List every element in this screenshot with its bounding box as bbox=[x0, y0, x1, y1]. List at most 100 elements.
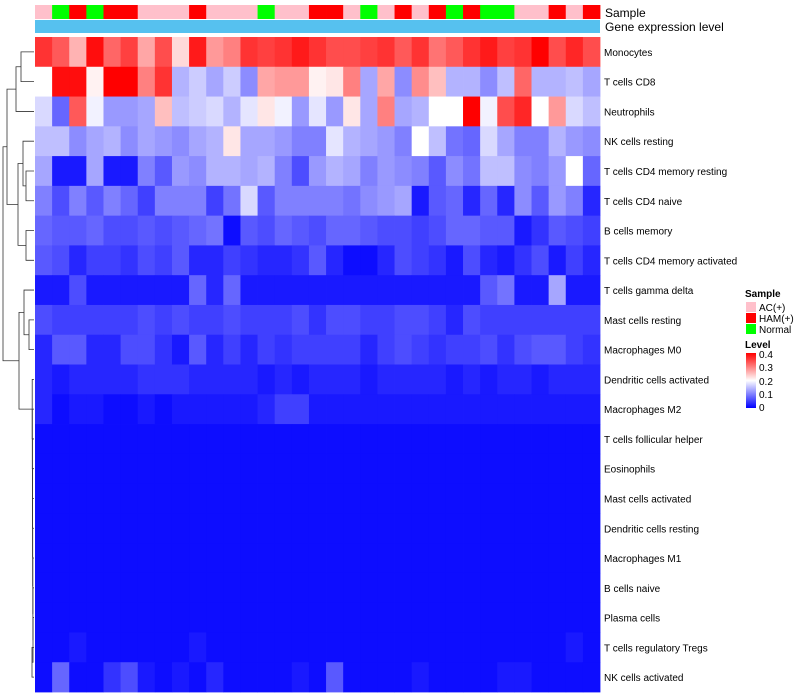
heatmap-cell bbox=[531, 662, 550, 693]
heatmap-cell bbox=[480, 66, 498, 97]
heatmap-cell bbox=[103, 245, 121, 276]
heatmap-cell bbox=[223, 215, 241, 246]
heatmap-cell bbox=[52, 245, 70, 276]
heatmap-cell bbox=[326, 394, 344, 425]
heatmap-cell bbox=[223, 513, 241, 544]
heatmap-cell bbox=[171, 483, 190, 514]
heatmap-cell bbox=[326, 66, 344, 97]
heatmap-cell bbox=[189, 126, 207, 157]
heatmap-cell bbox=[171, 394, 190, 425]
heatmap-cell bbox=[565, 364, 584, 395]
heatmap-cell bbox=[86, 662, 104, 693]
row-label: B cells memory bbox=[604, 227, 672, 238]
sample-annotation-label: Sample bbox=[605, 6, 646, 20]
heatmap-cell bbox=[69, 215, 87, 246]
heatmap-cell bbox=[69, 453, 87, 484]
heatmap-cell bbox=[223, 275, 241, 306]
heatmap-cell bbox=[223, 126, 241, 157]
heatmap-cell bbox=[154, 632, 173, 663]
heatmap-cell bbox=[480, 662, 498, 693]
legend-swatch-normal bbox=[746, 324, 756, 334]
heatmap-cell bbox=[463, 572, 481, 604]
heatmap-cell bbox=[206, 37, 224, 68]
heatmap-cell bbox=[206, 572, 224, 604]
heatmap-cell bbox=[326, 662, 344, 693]
heatmap-cell bbox=[291, 394, 310, 425]
heatmap-cell bbox=[86, 66, 104, 97]
heatmap-cell bbox=[240, 424, 258, 455]
heatmap-cell bbox=[514, 37, 532, 68]
heatmap-cell bbox=[497, 275, 515, 306]
heatmap-cell bbox=[360, 662, 378, 693]
heatmap-cell bbox=[582, 96, 601, 127]
dendrogram-branch bbox=[18, 311, 33, 410]
heatmap-cell bbox=[257, 334, 276, 365]
heatmap-cell bbox=[582, 215, 601, 246]
heatmap-cell bbox=[463, 334, 481, 365]
heatmap-cell bbox=[103, 513, 121, 544]
heatmap-cell bbox=[548, 543, 567, 574]
heatmap-cell bbox=[565, 126, 584, 157]
heatmap-cell bbox=[428, 394, 447, 425]
legend-label-ac: AC(+) bbox=[759, 303, 785, 314]
heatmap-cell bbox=[206, 632, 224, 663]
heatmap-cell bbox=[308, 513, 327, 544]
heatmap-cell bbox=[326, 245, 344, 276]
heatmap-cell bbox=[497, 66, 515, 97]
heatmap-cell bbox=[480, 304, 498, 336]
heatmap-cell bbox=[411, 126, 430, 157]
heatmap-cell bbox=[480, 364, 498, 395]
heatmap-cell bbox=[223, 245, 241, 276]
heatmap-cell bbox=[445, 453, 464, 484]
heatmap-cell bbox=[274, 453, 293, 484]
heatmap-cell bbox=[35, 572, 53, 604]
heatmap-cell bbox=[103, 364, 121, 395]
heatmap-cell bbox=[480, 483, 498, 514]
heatmap-cell bbox=[308, 364, 327, 395]
heatmap-cell bbox=[274, 304, 293, 336]
heatmap-cell bbox=[171, 126, 190, 157]
heatmap-cell bbox=[565, 453, 584, 484]
level-tick-label: 0.3 bbox=[759, 363, 773, 374]
row-label: Plasma cells bbox=[604, 614, 660, 625]
heatmap-cell bbox=[343, 424, 361, 455]
heatmap-cell bbox=[548, 66, 567, 97]
heatmap-cell bbox=[274, 215, 293, 246]
heatmap-cell bbox=[377, 572, 395, 604]
heatmap-cell bbox=[497, 364, 515, 395]
heatmap-cell bbox=[291, 662, 310, 693]
heatmap-cell bbox=[274, 513, 293, 544]
heatmap-cell bbox=[514, 245, 532, 276]
heatmap-cell bbox=[394, 602, 413, 633]
heatmap-cell bbox=[291, 215, 310, 246]
heatmap-cell bbox=[240, 334, 258, 365]
heatmap-cell bbox=[497, 96, 515, 127]
heatmap-cell bbox=[343, 334, 361, 365]
heatmap-cell bbox=[463, 96, 481, 127]
heatmap-cell bbox=[308, 275, 327, 306]
sample-annotation-cell bbox=[189, 5, 207, 19]
sample-annotation-cell bbox=[35, 5, 53, 19]
heatmap-cell bbox=[565, 334, 584, 365]
heatmap-cell bbox=[497, 662, 515, 693]
sample-annotation-cell bbox=[480, 5, 498, 19]
heatmap-cell bbox=[445, 572, 464, 604]
heatmap-cell bbox=[377, 334, 395, 365]
heatmap-cell bbox=[565, 275, 584, 306]
heatmap-cell bbox=[206, 185, 224, 217]
heatmap-cell bbox=[274, 126, 293, 157]
heatmap-cell bbox=[240, 632, 258, 663]
heatmap-cell bbox=[206, 96, 224, 127]
heatmap-cell bbox=[120, 156, 139, 187]
heatmap-cell bbox=[171, 364, 190, 395]
heatmap-cell bbox=[497, 453, 515, 484]
heatmap-cell bbox=[463, 602, 481, 633]
heatmap-cell bbox=[394, 185, 413, 217]
heatmap-cell bbox=[52, 483, 70, 514]
heatmap-cell bbox=[480, 334, 498, 365]
heatmap-cell bbox=[35, 602, 53, 633]
heatmap-cell bbox=[189, 215, 207, 246]
heatmap-cell bbox=[582, 662, 601, 693]
heatmap-cell bbox=[291, 156, 310, 187]
heatmap-cell bbox=[394, 453, 413, 484]
